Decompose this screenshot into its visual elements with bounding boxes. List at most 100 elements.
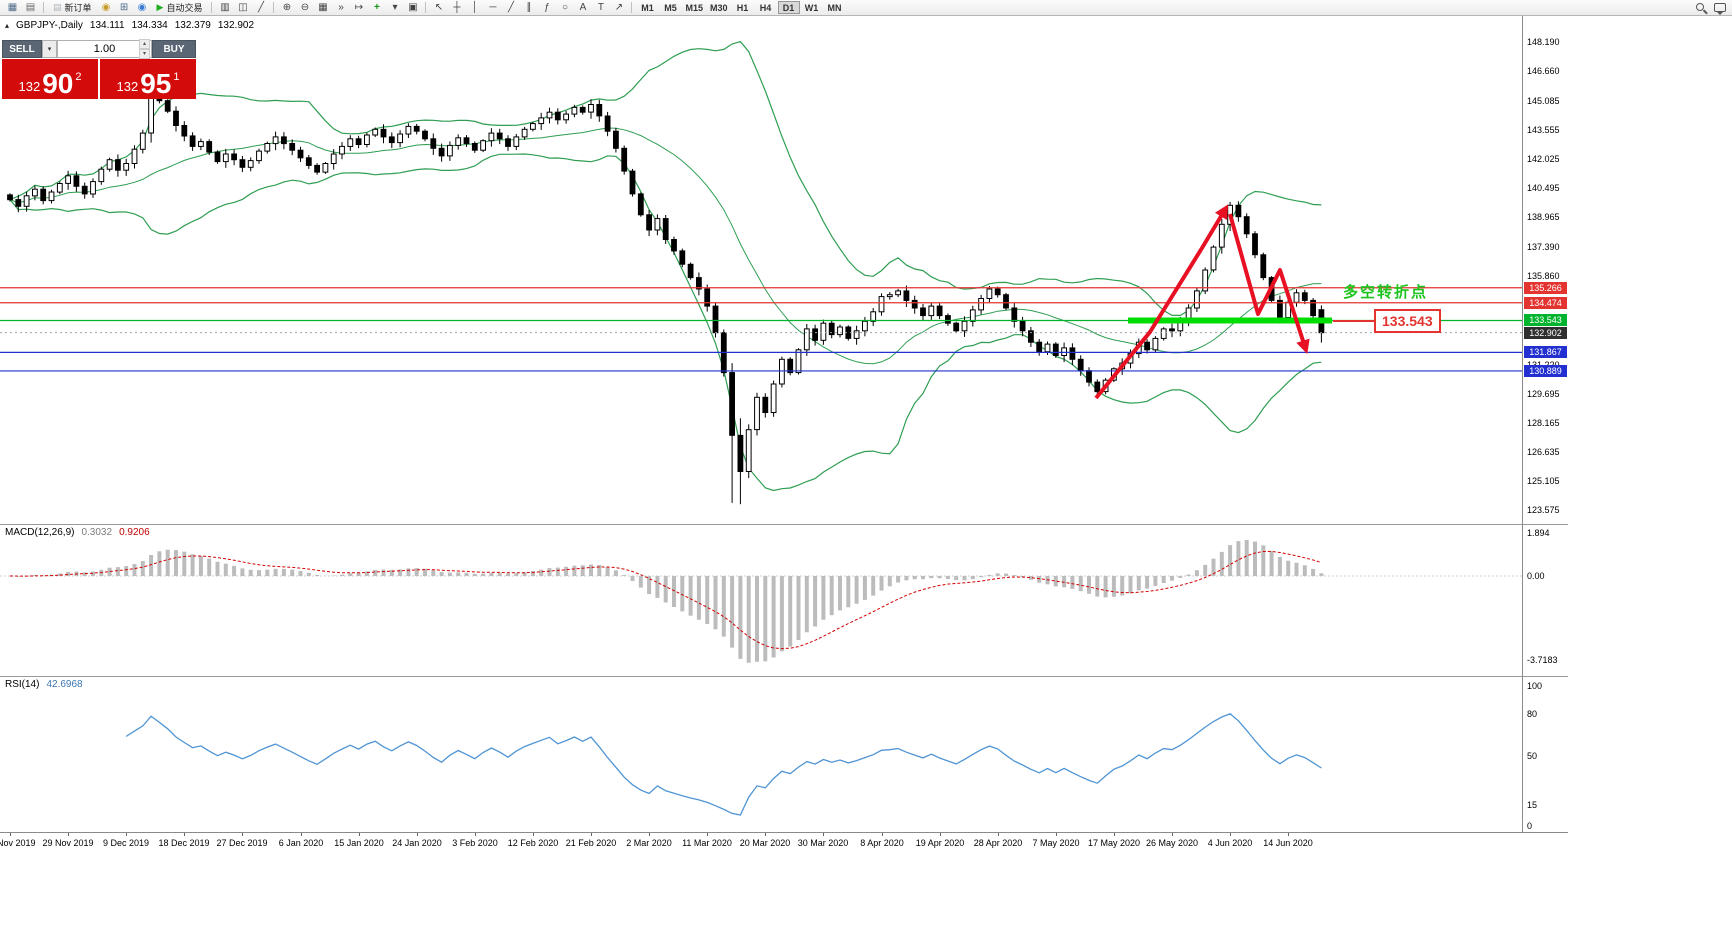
profiles-icon[interactable]: ▤ [25, 1, 36, 13]
auto-trading-button[interactable]: ▶ 自动交易 [152, 1, 208, 15]
rsi-scale-label: 50 [1527, 751, 1538, 761]
macd-scale-label: 0.00 [1527, 571, 1545, 581]
date-tick [940, 833, 941, 836]
rsi-canvas[interactable] [0, 677, 1522, 832]
sell-button[interactable]: SELL [2, 40, 42, 58]
date-tick [1114, 833, 1115, 836]
timeframe-h4[interactable]: H4 [755, 1, 777, 14]
symbol-info: ▴ GBPJPY-,Daily 134.111 134.334 132.379 … [5, 20, 254, 31]
macd-histogram [16, 540, 1324, 663]
timeframe-h1[interactable]: H1 [732, 1, 754, 14]
timeframe-m1[interactable]: M1 [636, 1, 658, 14]
price-scale-label: 148.190 [1527, 37, 1560, 47]
tile-windows-icon[interactable]: ▦ [318, 1, 328, 13]
price-callout-label[interactable]: 133.543 [1374, 309, 1441, 333]
toolbar-separator [273, 2, 275, 13]
ohlc-close: 132.902 [217, 20, 255, 31]
date-label: 9 Dec 2019 [102, 838, 150, 848]
macd-panel[interactable]: MACD(12,26,9) 0.3032 0.9206 1.894 0.00 -3.… [0, 525, 1732, 676]
zoom-out-icon[interactable]: ⊖ [300, 1, 310, 13]
timeframe-w1[interactable]: W1 [801, 1, 823, 14]
date-label: 6 Jan 2020 [278, 838, 324, 848]
indicators-icon[interactable]: + [374, 1, 380, 13]
templates-icon[interactable]: ▣ [408, 1, 418, 13]
indicators-dropdown-icon[interactable]: ▾ [392, 1, 398, 13]
ohlc-low: 132.379 [174, 20, 211, 31]
price-axis-line [1522, 16, 1523, 833]
auto-trading-button-icon: ▶ [156, 2, 164, 12]
price-scale-label: 140.495 [1527, 183, 1560, 193]
one-click-menu-dropdown-icon[interactable]: ▾ [42, 40, 57, 58]
panel-separator[interactable] [0, 676, 1568, 677]
new-order-button[interactable]: ▤ 新订单 [48, 1, 97, 15]
price-tag: 134.474 [1524, 297, 1567, 309]
info-icon[interactable]: ◉ [137, 1, 147, 13]
rsi-scale: 100 80 50 15 0 [1523, 677, 1569, 832]
price-scale-label: 123.575 [1527, 505, 1560, 515]
price-scale-label: 143.555 [1527, 125, 1560, 135]
timeframe-m15[interactable]: M15 [682, 1, 706, 14]
sell-price-tile[interactable]: 132 90 2 [2, 59, 98, 99]
timeframe-m5[interactable]: M5 [659, 1, 681, 14]
fibonacci-icon[interactable]: ƒ [544, 1, 550, 13]
date-tick [823, 833, 824, 836]
candlestick-chart-icon[interactable]: ◫ [238, 1, 248, 13]
pivot-annotation-text[interactable]: 多空转折点 [1343, 284, 1429, 301]
date-tick [301, 833, 302, 836]
volume-value: 1.00 [93, 43, 116, 55]
price-scale-label: 142.025 [1527, 154, 1560, 164]
date-label: 3 Feb 2020 [452, 838, 498, 848]
rsi-scale-label: 15 [1527, 800, 1538, 810]
date-label: 2 Mar 2020 [626, 838, 672, 848]
panel-separator[interactable] [0, 524, 1568, 525]
text-icon[interactable]: A [579, 1, 587, 13]
price-scale-label: 128.165 [1527, 418, 1560, 428]
timeframe-m30[interactable]: M30 [707, 1, 731, 14]
price-chart-canvas[interactable] [0, 16, 1522, 524]
chart-shift-icon[interactable]: ↦ [354, 1, 364, 13]
volume-increase-button[interactable]: ▴ [139, 39, 150, 49]
zoom-in-icon[interactable]: ⊕ [282, 1, 292, 13]
bars-chart-icon[interactable]: ▥ [220, 1, 230, 13]
search-icon[interactable] [1693, 1, 1710, 15]
rally-arrow[interactable] [1094, 204, 1229, 400]
cursor-icon[interactable]: ↖ [434, 1, 444, 13]
ohlc-open: 134.111 [89, 20, 125, 31]
price-tag: 130.889 [1524, 365, 1567, 377]
line-chart-icon[interactable]: ╱ [257, 1, 264, 13]
charts-icon[interactable]: ⊞ [119, 1, 129, 13]
buy-button[interactable]: BUY [152, 40, 196, 58]
shapes-icon[interactable]: ○ [561, 1, 568, 13]
price-scale-label: 129.695 [1527, 389, 1560, 399]
volume-field[interactable]: 1.00 ▴ ▾ [57, 39, 152, 59]
date-tick [533, 833, 534, 836]
timeframe-mn[interactable]: MN [824, 1, 846, 14]
date-axis[interactable]: 20 Nov 2019 29 Nov 2019 9 Dec 2019 18 Dec 2… [0, 832, 1568, 853]
macd-canvas[interactable] [0, 525, 1522, 676]
chat-icon[interactable] [1711, 1, 1728, 15]
toolbar-separator [43, 2, 44, 13]
trendline-icon[interactable]: ╱ [507, 1, 514, 13]
auto-scroll-icon[interactable]: » [338, 1, 344, 13]
macd-value: 0.3032 [81, 527, 113, 538]
channel-icon[interactable]: ∥ [526, 1, 532, 13]
new-chart-icon[interactable]: ▦ [7, 1, 18, 13]
horizontal-line-icon[interactable]: ─ [489, 1, 497, 13]
date-label: 20 Nov 2019 [0, 838, 36, 848]
history-center-icon[interactable]: ◉ [101, 1, 111, 13]
volume-decrease-button[interactable]: ▾ [139, 49, 150, 59]
rsi-panel[interactable]: RSI(14) 42.6968 100 80 50 15 0 [0, 677, 1732, 832]
bid-pipette: 2 [75, 71, 82, 83]
price-scale[interactable]: 148.190 146.660 145.085 143.555 142.025 140.4… [1523, 16, 1569, 524]
decline-arrow[interactable] [1228, 213, 1310, 354]
vertical-line-icon[interactable]: │ [471, 1, 479, 13]
buy-price-tile[interactable]: 132 95 1 [100, 59, 196, 99]
chart-window[interactable]: ▴ GBPJPY-,Daily 134.111 134.334 132.379 … [0, 16, 1732, 524]
date-tick [359, 833, 360, 836]
timeframe-d1[interactable]: D1 [777, 1, 800, 14]
crosshair-icon[interactable]: ┼ [453, 1, 461, 13]
arrows-icon[interactable]: ↗ [614, 1, 624, 13]
label-icon[interactable]: T [597, 1, 605, 13]
new-order-button-icon: ▤ [53, 2, 62, 12]
date-label: 4 Jun 2020 [1207, 838, 1253, 848]
